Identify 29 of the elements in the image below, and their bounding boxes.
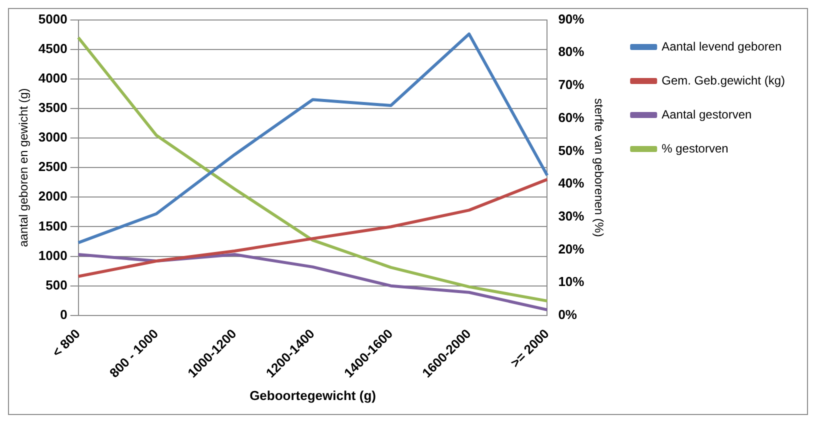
- legend-label: Aantal gestorven: [662, 107, 752, 122]
- y2-tick-label: 40%: [558, 176, 585, 191]
- y2-tick-label: 30%: [558, 208, 585, 224]
- y-tick-label: 500: [46, 277, 68, 292]
- y-tick-label: 1500: [38, 218, 68, 234]
- y-tick-label: 3000: [38, 130, 68, 145]
- y-tick-label: 1000: [38, 248, 68, 263]
- y2-tick-label: 10%: [558, 274, 585, 290]
- legend-label: Gem. Geb.gewicht (kg): [662, 73, 786, 88]
- y2-tick-label: 20%: [558, 241, 585, 256]
- y-tick-label: 0: [60, 306, 68, 322]
- legend-label: Aantal levend geboren: [662, 39, 782, 54]
- x-axis-title: Geboortegewicht (g): [250, 388, 376, 403]
- x-tick-label: < 800: [49, 326, 83, 360]
- y2-tick-label: 60%: [558, 110, 585, 125]
- y2-axis-title: sterfte van geborenen (%): [592, 98, 606, 237]
- y-tick-label: 3500: [38, 100, 68, 116]
- y-tick-label: 4000: [38, 70, 68, 86]
- legend-label: % gestorven: [662, 141, 728, 156]
- y-tick-label: 5000: [38, 11, 68, 26]
- y2-tick-label: 50%: [558, 142, 585, 158]
- y-tick-label: 2000: [38, 188, 68, 204]
- y2-tick-label: 80%: [558, 44, 585, 60]
- y2-tick-label: 70%: [558, 77, 585, 92]
- y2-tick-label: 90%: [558, 11, 585, 26]
- y2-tick-label: 0%: [558, 306, 578, 322]
- y-tick-label: 2500: [38, 159, 68, 174]
- y-tick-label: 4500: [38, 40, 68, 56]
- y-axis-title: aantal geboren en gewicht (g): [16, 88, 31, 247]
